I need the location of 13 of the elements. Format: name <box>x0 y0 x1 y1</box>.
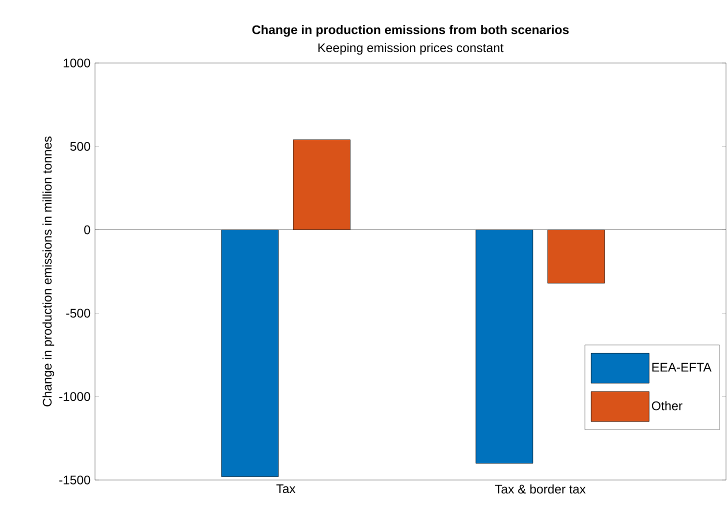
y-tick-label: -500 <box>66 308 90 318</box>
y-axis-title: Change in production emissions in million tonnes <box>42 136 54 406</box>
y-tick-label: 500 <box>70 142 90 151</box>
y-tick-label: -1500 <box>59 476 90 484</box>
x-tick-label: Tax & border tax <box>495 484 586 494</box>
y-tick-label: 0 <box>84 225 90 234</box>
legend-label: EEA-EFTA <box>652 362 712 372</box>
chart-subtitle: Keeping emission prices constant <box>318 43 504 55</box>
y-tick-label: -1000 <box>59 392 90 402</box>
x-tick-label: Tax <box>276 484 296 494</box>
legend-label: Other <box>652 401 682 410</box>
chart-title: Change in production emissions from both scenarios <box>252 25 569 37</box>
y-tick-label: 1000 <box>64 58 90 68</box>
